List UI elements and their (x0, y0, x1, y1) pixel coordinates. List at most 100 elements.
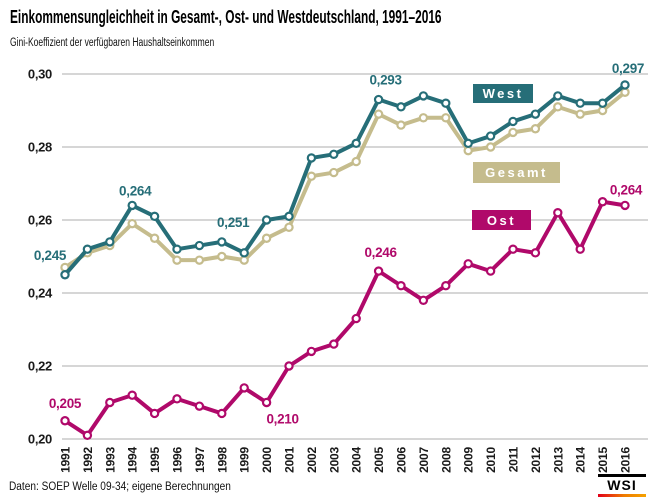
data-point-marker (597, 105, 608, 116)
x-tick-label: 1998 (215, 446, 229, 472)
data-point-marker (306, 153, 317, 163)
data-point-marker (597, 197, 608, 207)
data-point-marker (217, 237, 227, 247)
data-point-marker (485, 142, 496, 152)
y-tick-label: 0,24 (28, 286, 53, 301)
data-label: 0,251 (217, 215, 250, 230)
data-point-marker (239, 248, 249, 258)
data-point-marker (261, 215, 272, 225)
legend-west: West (473, 84, 533, 103)
data-point-marker (172, 244, 182, 254)
data-point-marker (396, 102, 406, 112)
data-point-marker (530, 109, 541, 119)
data-point-marker (373, 94, 384, 105)
x-tick-label: 2016 (619, 446, 633, 472)
data-point-marker (329, 167, 339, 178)
data-point-marker (463, 138, 473, 149)
data-point-marker (418, 113, 429, 123)
data-point-marker (127, 390, 137, 400)
x-tick-label: 1991 (59, 446, 73, 472)
data-point-marker (508, 244, 518, 254)
page-subtitle-text: Gini-Koeffizient der verfügbaren Haushal… (10, 37, 215, 49)
series-ost (60, 197, 630, 441)
y-tick-label: 0,30 (28, 67, 52, 82)
data-point-marker (82, 244, 93, 254)
data-point-marker (418, 91, 429, 101)
data-point-marker (127, 218, 137, 229)
series-west (60, 80, 630, 280)
x-tick-label: 2001 (283, 446, 297, 472)
data-point-marker (553, 91, 563, 101)
data-point-marker (284, 211, 294, 222)
data-point-marker (217, 251, 227, 262)
x-tick-label: 2013 (551, 446, 565, 472)
x-tick-label: 1999 (238, 446, 252, 472)
data-label: 0,297 (612, 61, 644, 76)
y-axis-tick-labels: 0,30 0,28 0,26 0,24 0,22 0,20 (28, 67, 53, 447)
wsi-logo-text: WSI (598, 474, 646, 494)
y-tick-label: 0,26 (28, 213, 52, 228)
x-tick-label: 1993 (103, 446, 117, 472)
x-tick-label: 1994 (126, 446, 140, 472)
data-point-marker (620, 200, 630, 211)
x-tick-label: 2002 (305, 446, 319, 472)
legend-ost: Ost (472, 210, 531, 230)
data-point-marker (82, 430, 93, 441)
x-tick-label: 2007 (417, 446, 431, 472)
data-point-marker (172, 394, 182, 404)
gridlines (62, 73, 648, 440)
data-point-marker (530, 124, 541, 134)
data-point-marker (351, 138, 361, 149)
data-point-marker (217, 408, 227, 419)
data-point-marker (105, 397, 115, 408)
data-point-marker (620, 80, 630, 90)
data-point-marker (284, 222, 294, 232)
data-point-marker (239, 383, 249, 393)
data-point-marker (441, 113, 451, 123)
page-subtitle: Gini-Koeffizient der verfügbaren Haushal… (10, 37, 286, 49)
data-label: 0,210 (266, 412, 298, 427)
data-point-marker (261, 233, 272, 243)
x-tick-label: 1996 (171, 446, 185, 472)
y-tick-label: 0,22 (28, 359, 52, 374)
data-point-marker (261, 397, 272, 408)
data-point-marker (60, 270, 70, 280)
x-tick-label: 2009 (462, 446, 476, 472)
data-point-marker (149, 211, 160, 222)
x-tick-label: 2003 (327, 446, 341, 472)
data-point-marker (575, 98, 585, 108)
y-tick-label: 0,20 (28, 432, 52, 447)
data-label: 0,245 (34, 248, 67, 263)
data-labels: 0,245 0,264 0,251 0,293 0,297 0,205 0,210 0,246… (34, 61, 645, 427)
wsi-logo: WSI (598, 474, 646, 497)
x-tick-label: 2015 (596, 446, 610, 472)
x-tick-label: 2014 (574, 446, 588, 472)
data-point-marker (485, 131, 496, 141)
wsi-logo-underline (598, 494, 646, 497)
data-point-marker (508, 116, 518, 127)
data-point-marker (172, 255, 182, 265)
x-axis-tick-labels: 1991 1992 1993 1994 1995 1996 1997 1998 1999 2000… (59, 446, 633, 472)
data-point-marker (597, 98, 608, 108)
data-point-marker (194, 401, 205, 411)
data-point-marker (530, 248, 541, 258)
data-point-marker (149, 233, 160, 243)
series-gesamt (60, 87, 630, 273)
data-point-marker (373, 109, 384, 119)
x-tick-label: 2012 (529, 446, 543, 472)
x-tick-label: 2005 (372, 446, 386, 472)
x-tick-label: 2006 (395, 446, 409, 472)
data-label: 0,264 (610, 182, 643, 197)
data-label: 0,246 (364, 245, 397, 260)
data-label: 0,264 (119, 183, 152, 198)
data-point-marker (306, 171, 317, 181)
data-point-marker (620, 87, 630, 97)
y-tick-label: 0,28 (28, 140, 52, 155)
data-point-marker (463, 259, 473, 269)
data-point-marker (463, 145, 473, 156)
x-tick-label: 2004 (350, 446, 364, 472)
data-point-marker (396, 120, 406, 130)
data-point-marker (60, 416, 70, 426)
